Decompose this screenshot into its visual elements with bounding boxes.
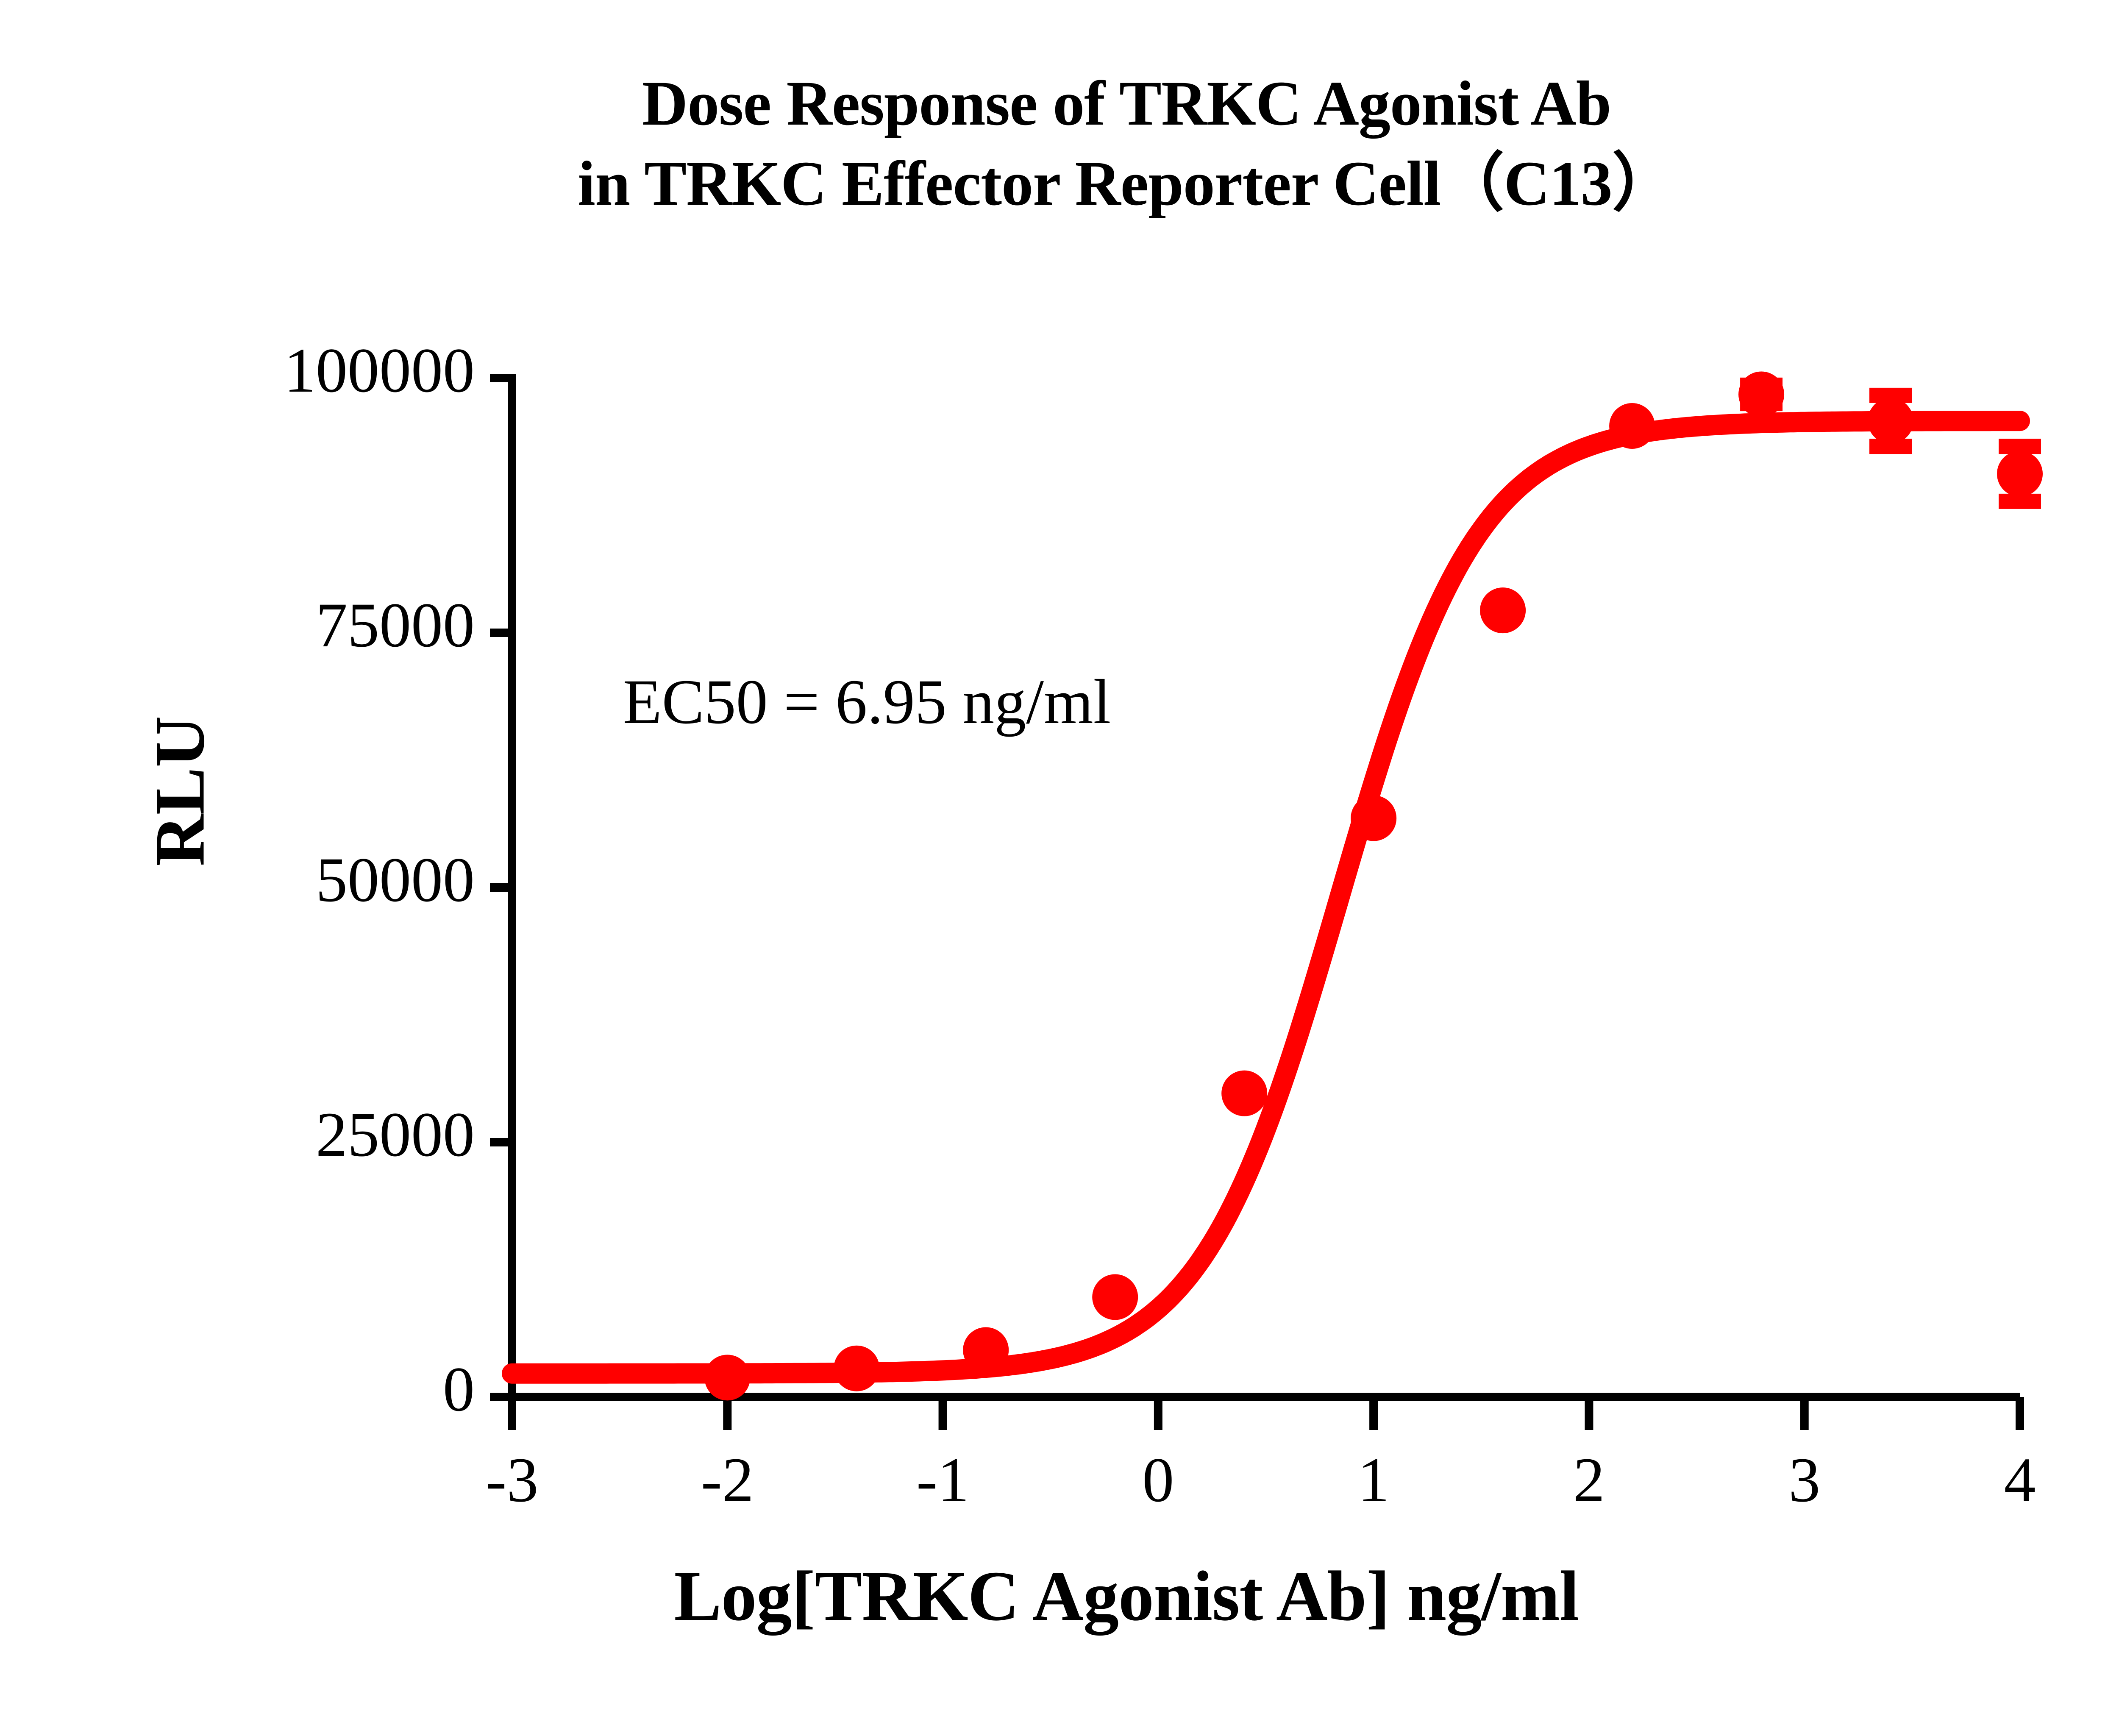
y-tick-label-1: 25000 [316,1099,475,1170]
chart-title: Dose Response of TRKC Agonist Ab in TRKC… [0,64,2119,224]
x-axis-label: Log[TRKC Agonist Ab] ng/ml [674,1557,1579,1636]
x-tick-label-2: -1 [916,1445,970,1515]
data-points [704,371,2043,1401]
x-tick-label-3: 0 [1142,1445,1174,1515]
x-tick-label-1: -2 [701,1445,754,1515]
y-tick-label-4: 100000 [284,335,475,406]
y-tick-label-0: 0 [443,1354,475,1424]
data-point-6 [1480,587,1526,634]
data-point-9 [1868,398,1914,444]
axes [490,374,2024,1430]
data-point-2 [963,1327,1009,1373]
data-point-4 [1221,1070,1268,1116]
data-point-1 [834,1345,880,1391]
data-point-5 [1351,795,1397,841]
data-point-10 [1997,451,2043,497]
data-point-3 [1092,1274,1138,1320]
data-point-0 [704,1355,751,1401]
x-tick-label-6: 3 [1788,1445,1821,1515]
y-tick-label-3: 75000 [316,590,475,660]
x-tick-label-0: -3 [485,1445,539,1515]
x-tick-label-5: 2 [1573,1445,1605,1515]
x-tick-label-7: 4 [2004,1445,2036,1515]
chart-title-line1: Dose Response of TRKC Agonist Ab [642,68,1611,139]
data-point-7 [1609,403,1655,449]
data-point-8 [1738,371,1785,417]
y-tick-label-2: 50000 [316,845,475,915]
fit-curve-path [502,411,2030,1384]
ec50-annotation: EC50 = 6.95 ng/ml [623,667,1111,737]
fit-curve [502,411,2030,1384]
chart-title-line2: in TRKC Effector Reporter Cell（C13） [578,148,1676,219]
x-tick-label-4: 1 [1357,1445,1390,1515]
